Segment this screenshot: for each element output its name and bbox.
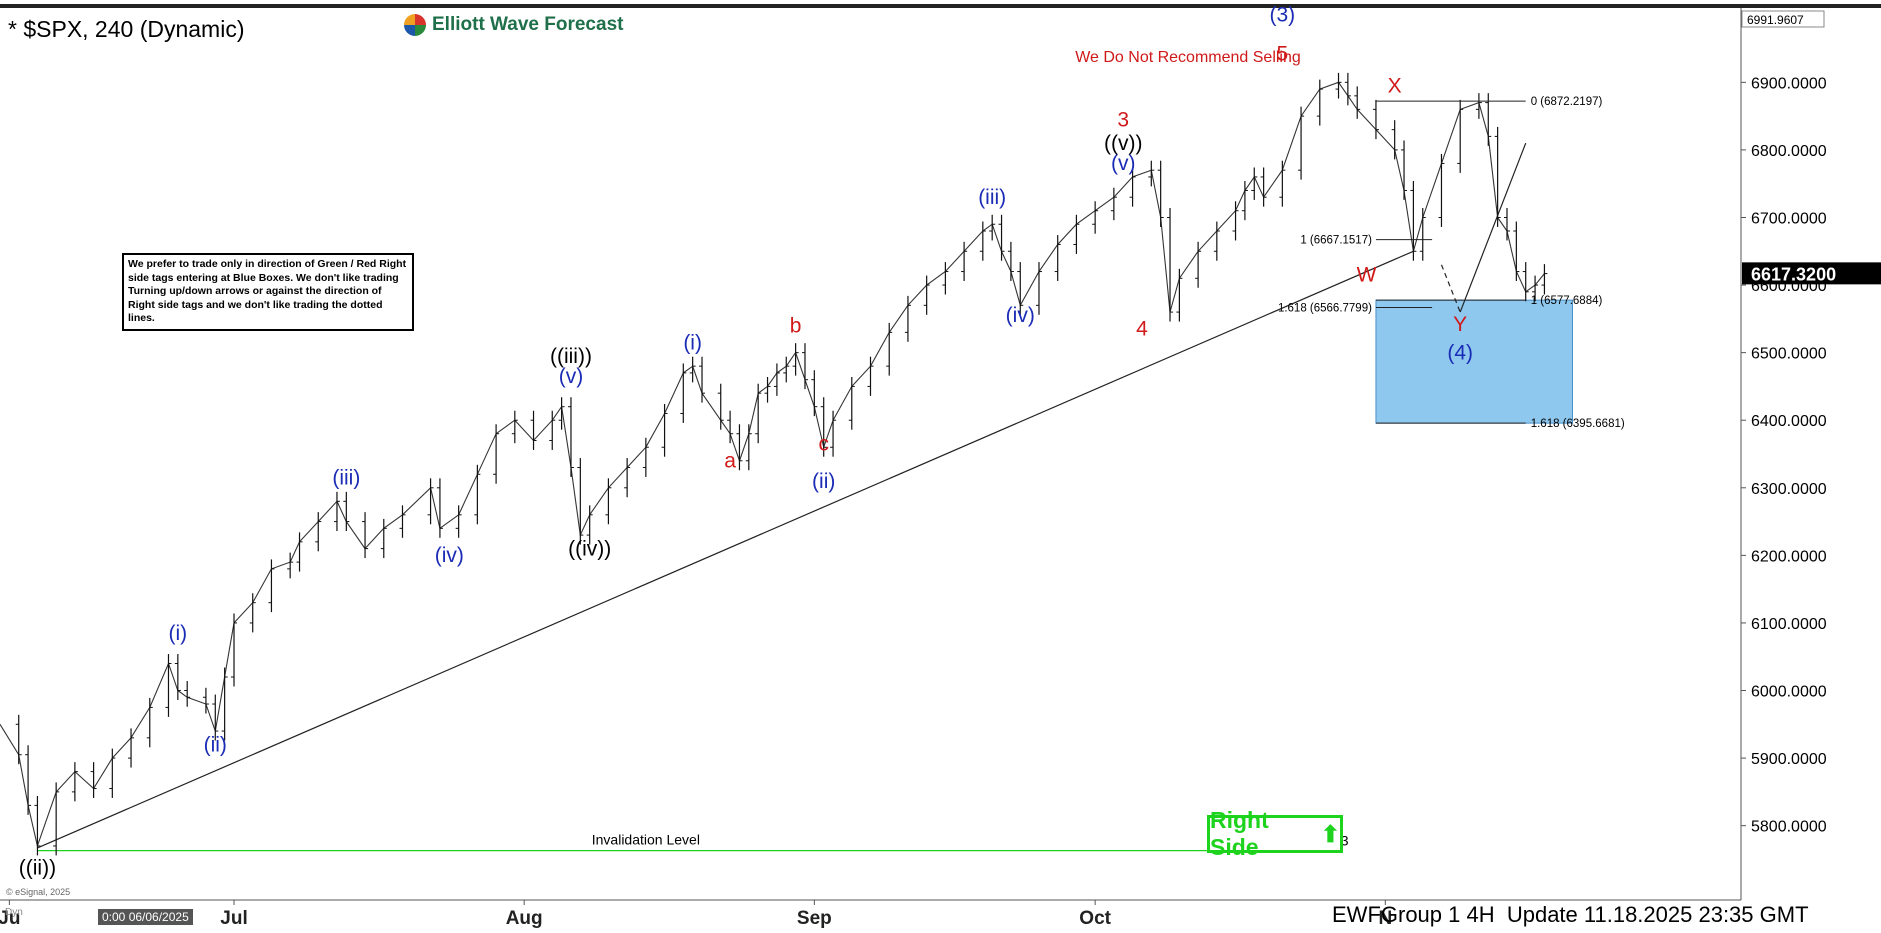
wave-label: b (790, 314, 802, 337)
timestamp-box: 0:00 06/06/2025 (98, 909, 193, 925)
y-tick-label: 6700.0000 (1751, 210, 1827, 227)
dyn-label: Dyn (5, 907, 23, 918)
right-side-label: Right Side (1210, 807, 1269, 860)
x-tick-label: Jul (220, 908, 247, 929)
x-tick-label: Oct (1079, 908, 1111, 929)
price-series (0, 72, 1548, 856)
right-side-tag: Right Side ⬆ (1207, 807, 1343, 860)
wave-label: W (1357, 264, 1377, 287)
current-price-box (1742, 262, 1881, 285)
x-axis: Ju Jul Aug Sep Oct N (0, 900, 1392, 929)
trendline (37, 250, 1414, 849)
wave-label: ((v)) (1104, 132, 1142, 155)
wave-label: (ii) (812, 470, 835, 493)
wave-label: (iii) (978, 186, 1006, 209)
wave-label: (3) (1270, 4, 1296, 27)
blue-entry-box (1375, 299, 1574, 424)
fib-label: 1.618 (6566.7799) (1278, 303, 1372, 315)
wave-label: (iv) (435, 544, 464, 567)
wave-label: (ii) (204, 733, 227, 756)
wave-label: Y (1453, 313, 1467, 336)
wave-label: (v) (559, 365, 584, 388)
projection-line (1459, 142, 1527, 313)
wave-label: 5 (1277, 43, 1289, 66)
wave-label: (iv) (1006, 304, 1035, 327)
footer-text: EWFGroup 1 4H Update 11.18.2025 23:35 GM… (1332, 902, 1809, 927)
wave-label: (i) (683, 331, 702, 354)
fib-label: 0 (6872.2197) (1531, 96, 1603, 108)
blue-box (1375, 299, 1574, 424)
fib-label: 1 (6577.6884) (1531, 295, 1603, 307)
wave-label: a (724, 450, 736, 473)
y-tick-label: 6500.0000 (1751, 346, 1827, 363)
copyright-text: © eSignal, 2025 (6, 887, 71, 897)
x-tick-label: Aug (506, 908, 543, 929)
invalidation-label: Invalidation Level (592, 832, 700, 848)
fib-label: 1 (6667.1517) (1300, 235, 1372, 247)
brand-logo: Elliott Wave Forecast (404, 14, 623, 36)
wave-label: ((iii)) (550, 345, 592, 368)
wave-label: 3 (1117, 108, 1129, 131)
wave-label: (i) (169, 622, 188, 645)
y-tick-label: 6000.0000 (1751, 684, 1827, 701)
y-tick-label: 6900.0000 (1751, 75, 1827, 92)
price-line (0, 81, 1545, 848)
x-tick-label: N (1378, 908, 1392, 929)
x-tick-label: Ju (0, 908, 20, 929)
wave-labels: ((ii))(i)(ii)(iii)(iv)((iii))(v)((iv))(i… (19, 4, 1473, 880)
fib-label: 1.618 (6395.6681) (1531, 418, 1625, 430)
x-tick-label: Sep (797, 908, 832, 929)
wave-label: ((iv)) (568, 537, 611, 560)
trend-lines: Invalidation Level5763.0173 (37, 142, 1527, 852)
wave-label: ((ii)) (19, 856, 56, 879)
current-price-label: 6617.3200 (1751, 264, 1836, 284)
y-tick-label: 6200.0000 (1751, 548, 1827, 565)
wave-label: (v) (1111, 152, 1136, 175)
wave-label: (4) (1447, 341, 1473, 364)
recommendation-text: We Do Not Recommend Selling (1075, 49, 1301, 66)
trading-note: We prefer to trade only in direction of … (122, 253, 414, 331)
chart-title: * $SPX, 240 (Dynamic) (8, 16, 245, 42)
wave-label: 4 (1136, 318, 1148, 341)
up-arrow-icon: ⬆ (1320, 820, 1340, 847)
wave-label: (iii) (332, 466, 360, 489)
brand-name: Elliott Wave Forecast (432, 14, 624, 35)
y-tick-label: 5900.0000 (1751, 751, 1827, 768)
top-price-box (1741, 10, 1825, 28)
y-tick-label: 6300.0000 (1751, 481, 1827, 498)
fib-levels: 0 (6872.2197) 1 (6667.1517) 1 (6577.6884) 1… (1278, 96, 1625, 430)
y-axis: 5800.0000 5900.0000 6000.0000 6100.0000 6200… (1741, 10, 1881, 836)
y-tick-label: 5800.0000 (1751, 819, 1827, 836)
wave-label: X (1388, 74, 1402, 97)
y-tick-label: 6400.0000 (1751, 413, 1827, 430)
top-price-label: 6991.9607 (1747, 13, 1804, 27)
logo-icon (404, 14, 426, 36)
wave-label: c (818, 433, 829, 456)
y-tick-label: 6100.0000 (1751, 616, 1827, 633)
y-tick-label: 6800.0000 (1751, 143, 1827, 160)
